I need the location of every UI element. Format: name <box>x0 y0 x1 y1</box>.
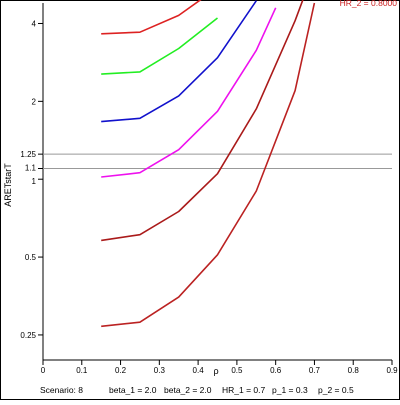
y-axis-title: ARETstarT <box>3 163 13 207</box>
x-tick-label: 0.5 <box>231 366 243 375</box>
series-line-6 <box>101 2 316 328</box>
y-tick-label: 4 <box>32 19 37 28</box>
series-line-4 <box>101 7 277 178</box>
footer-hr-1: HR_1 = 0.7 <box>222 385 266 395</box>
series-line-3 <box>101 0 257 123</box>
footer-beta-1: beta_1 = 2.0 <box>109 385 157 395</box>
y-tick-label: 1.1 <box>25 164 37 173</box>
footer: Scenario: 8 beta_1 = 2.0 beta_2 = 2.0 HR… <box>40 385 354 395</box>
x-tick-label: 0 <box>41 366 46 375</box>
x-tick-label: 0.4 <box>193 366 205 375</box>
x-tick-label: 0.8 <box>348 366 360 375</box>
y-tick-label: 0.5 <box>25 253 37 262</box>
footer-p-1: p_1 = 0.3 <box>272 385 308 395</box>
footer-p-2: p_2 = 0.5 <box>318 385 354 395</box>
x-tick-label: 0.2 <box>115 366 127 375</box>
footer-scenario: Scenario: 8 <box>40 385 83 395</box>
corner-label: HR_2 = 0.8000 <box>340 0 398 8</box>
series-line-2 <box>101 17 218 75</box>
x-tick-label: 0.1 <box>76 366 88 375</box>
x-axis-title: ρ <box>213 366 218 376</box>
y-tick-label: 1 <box>32 177 37 186</box>
y-tick-label: 2 <box>32 97 37 106</box>
footer-beta-2: beta_2 = 2.0 <box>164 385 212 395</box>
x-tick-label: 0.3 <box>154 366 166 375</box>
series-group <box>101 0 316 328</box>
x-tick-label: 0.6 <box>270 366 282 375</box>
x-tick-label: 0.9 <box>386 366 398 375</box>
x-tick-label: 0.7 <box>309 366 321 375</box>
series-line-1 <box>101 0 202 35</box>
y-tick-label: 0.25 <box>20 331 36 340</box>
plot-layer: 0 0.1 0.2 0.3 0.4 0.5 0.6 0.7 0.8 0.9 0.25 0.5 1 1.1 1… <box>20 0 398 375</box>
y-tick-label: 1.25 <box>20 150 36 159</box>
series-line-5 <box>101 0 304 242</box>
